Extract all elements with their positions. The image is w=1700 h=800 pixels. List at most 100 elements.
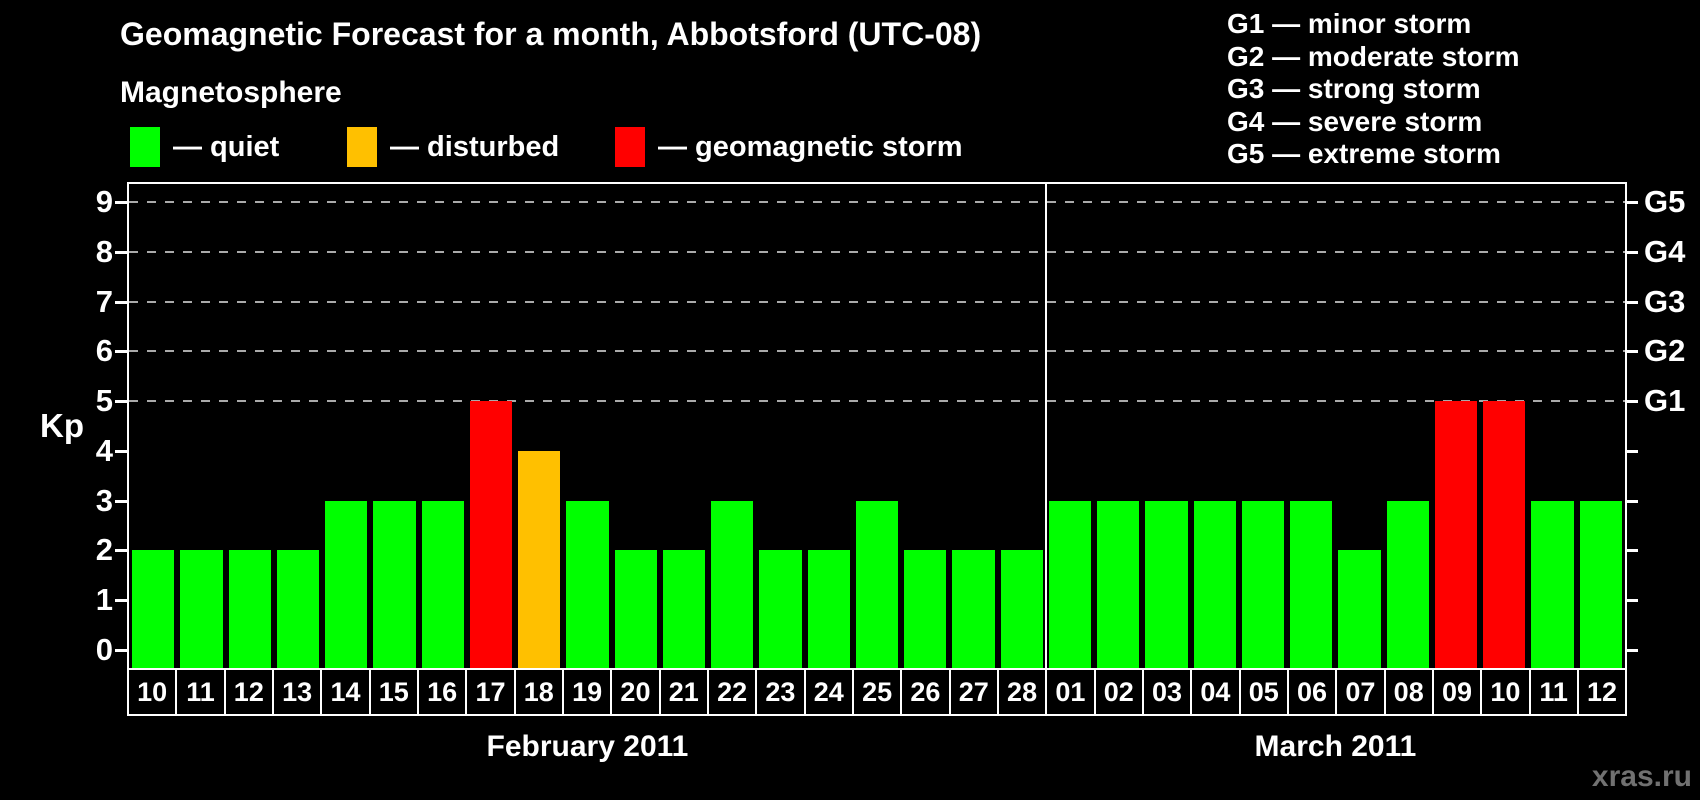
day-label: 10 (1480, 668, 1531, 716)
kp-bar-day-26 (904, 550, 947, 668)
legend-label-storm: — geomagnetic storm (658, 130, 963, 163)
kp-bar-day-21 (662, 550, 706, 668)
right-axis-tick-8 (1625, 250, 1638, 254)
y-axis-label-2: 2 (95, 532, 113, 568)
right-axis-tick-2 (1625, 549, 1638, 553)
day-label: 21 (658, 668, 709, 716)
g-legend-line-g1: G1 — minor storm (1227, 8, 1472, 39)
quiet-color-swatch (130, 127, 160, 167)
day-label: 24 (803, 668, 854, 716)
g-legend-line-g3: G3 — strong storm (1227, 73, 1481, 104)
day-label: 25 (851, 668, 903, 716)
left-axis-tick-3 (115, 499, 127, 503)
gridline-kp9 (129, 200, 1625, 203)
kp-bar-day-13 (276, 550, 320, 668)
day-label: 17 (465, 668, 516, 716)
chart-title: Geomagnetic Forecast for a month, Abbots… (120, 16, 982, 52)
kp-bar-day-23 (759, 550, 802, 668)
left-axis-tick-8 (115, 250, 127, 254)
day-label: 09 (1431, 668, 1483, 716)
day-label: 22 (706, 668, 758, 716)
day-label: 11 (175, 668, 226, 716)
day-label: 27 (948, 668, 999, 716)
right-axis-label-g5: G5 (1644, 183, 1686, 219)
day-label: 01 (1045, 668, 1096, 716)
right-axis-tick-5 (1625, 400, 1638, 404)
y-axis-label-7: 7 (95, 283, 113, 319)
kp-bar-day-19 (566, 500, 609, 668)
g-legend-line-g5: G5 — extreme storm (1227, 138, 1501, 169)
kp-bar-day-25 (855, 500, 899, 668)
right-axis-tick-3 (1625, 499, 1638, 503)
day-label: 19 (561, 668, 613, 716)
disturbed-color-swatch (347, 127, 377, 167)
day-label: 13 (271, 668, 323, 716)
day-label: 04 (1190, 668, 1241, 716)
day-label: 03 (1141, 668, 1193, 716)
watermark: xras.ru (1591, 760, 1692, 793)
day-label: 07 (1335, 668, 1386, 716)
storm-color-swatch (615, 127, 645, 167)
kp-bar-day-10 (1483, 401, 1526, 668)
right-axis-tick-1 (1625, 599, 1638, 603)
kp-bar-day-11 (1531, 500, 1574, 668)
day-label: 02 (1093, 668, 1144, 716)
day-label: 28 (996, 668, 1048, 716)
gridline-kp8 (129, 250, 1625, 253)
right-axis-tick-0 (1625, 649, 1638, 652)
day-label: 12 (223, 668, 274, 716)
kp-bar-day-03 (1145, 500, 1188, 668)
left-axis-tick-4 (115, 449, 127, 453)
kp-bar-day-04 (1193, 500, 1236, 668)
y-axis-label-1: 1 (95, 582, 113, 618)
right-axis-label-g3: G3 (1644, 283, 1686, 319)
kp-bar-day-08 (1386, 500, 1429, 668)
left-axis-tick-9 (115, 200, 127, 204)
month-separator-line (1044, 184, 1047, 670)
kp-bar-day-09 (1434, 401, 1478, 668)
y-axis-label-9: 9 (95, 183, 113, 219)
right-axis-label-g1: G1 (1644, 383, 1686, 419)
g-scale-legend: G1 — minor storm G2 — moderate storm G3 … (1227, 8, 1520, 171)
y-axis-label-3: 3 (95, 482, 113, 518)
legend-item-disturbed: — disturbed (347, 126, 559, 168)
kp-bar-day-12 (228, 550, 271, 668)
kp-bar-day-16 (421, 500, 464, 668)
y-axis-label-0: 0 (95, 632, 113, 667)
kp-bar-day-18 (518, 450, 561, 668)
kp-bar-day-07 (1338, 550, 1381, 668)
kp-bar-day-06 (1290, 500, 1333, 668)
day-label: 05 (1238, 668, 1289, 716)
right-axis-tick-6 (1625, 350, 1638, 354)
day-label: 11 (1528, 668, 1579, 716)
day-label: 16 (416, 668, 468, 716)
gridline-kp6 (129, 350, 1625, 353)
kp-bar-day-05 (1241, 500, 1285, 668)
left-axis-tick-0 (115, 649, 127, 652)
day-label: 08 (1383, 668, 1434, 716)
left-axis-tick-7 (115, 300, 127, 304)
kp-bar-day-12 (1579, 500, 1622, 668)
right-axis-tick-9 (1625, 200, 1638, 204)
day-label: 23 (755, 668, 806, 716)
day-label: 26 (900, 668, 951, 716)
left-axis-tick-2 (115, 549, 127, 553)
kp-bar-day-10 (132, 550, 175, 668)
plot-area (127, 182, 1627, 670)
kp-bar-day-14 (325, 500, 368, 668)
right-axis-tick-7 (1625, 300, 1638, 304)
legend-item-quiet: — quiet (130, 126, 279, 168)
kp-bar-day-20 (614, 550, 657, 668)
left-axis-tick-6 (115, 350, 127, 354)
left-axis-tick-5 (115, 400, 127, 404)
day-label: 10 (127, 668, 178, 716)
month-label-1: March 2011 (1254, 730, 1417, 763)
kp-bar-day-02 (1097, 500, 1140, 668)
day-axis-row: 10 11 12 13 14 15 16 17 18 19 20 21 22 23 24 25 26 27 28 01… (127, 668, 1628, 716)
gridline-kp5 (129, 400, 1625, 403)
day-label: 14 (320, 668, 371, 716)
y-axis-label-5: 5 (95, 383, 113, 419)
day-label: 12 (1576, 668, 1628, 716)
right-axis-tick-4 (1625, 449, 1638, 453)
kp-bar-day-11 (180, 550, 223, 668)
